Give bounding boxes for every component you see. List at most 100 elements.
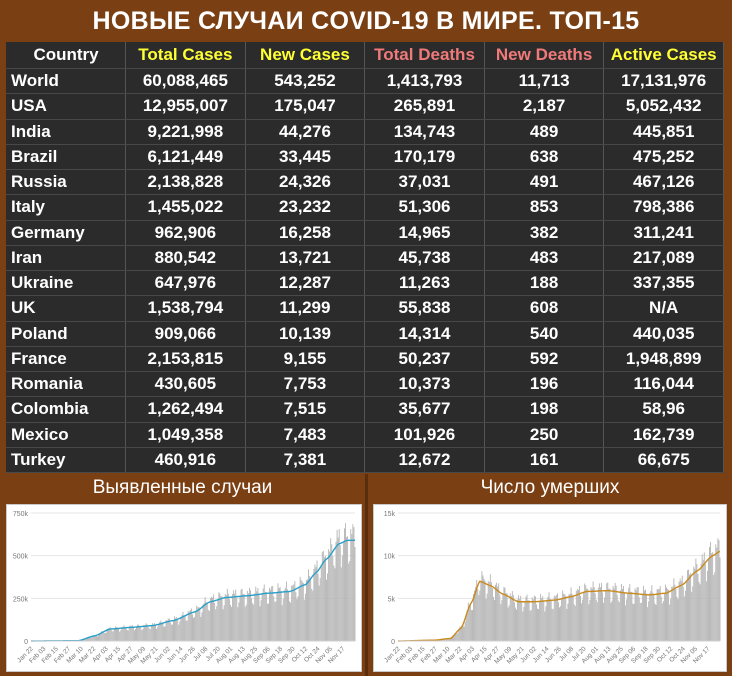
deaths-bar [713,575,715,641]
deaths-bar [650,591,652,641]
cases-bar [265,591,267,641]
deaths-bar [645,589,646,641]
cases-bar [236,597,238,641]
deaths-bar [505,593,507,641]
deaths-bar [647,607,649,641]
table-row: Ukraine 647,976 12,287 11,263 188 337,355 [6,270,724,297]
table-row: UK 1,538,794 11,299 55,838 608 N/A [6,295,724,322]
cell-new-deaths: 196 [484,371,605,398]
cases-bar [295,592,297,641]
cases-bar [192,614,193,641]
cases-bar [272,585,274,641]
deaths-bar [625,605,627,641]
header-new-deaths: New Deaths [484,42,605,69]
table-row: Brazil 6,121,449 33,445 170,179 638 475,252 [6,144,724,171]
deaths-bar [466,609,468,641]
cases-bar [220,596,222,641]
deaths-bar [569,593,571,641]
cell-new-deaths: 250 [484,422,605,448]
deaths-bar [633,603,635,641]
cases-bar [145,623,147,641]
cases-bar [126,629,128,641]
deaths-bar [521,602,523,641]
deaths-bar [681,575,683,641]
cell-total-cases: 9,221,998 [125,119,246,145]
cell-total-cases: 1,049,358 [125,422,246,448]
deaths-bar [620,583,622,641]
deaths-bar [472,609,473,641]
deaths-bar [717,538,719,641]
cell-new-deaths: 2,187 [484,93,605,120]
cell-new-cases: 7,381 [245,447,366,474]
deaths-bar [638,597,640,641]
cases-bar [251,598,253,641]
cases-bar [233,590,235,641]
cases-bar [90,637,92,641]
cases-bar [250,590,251,641]
deaths-bar [710,542,712,641]
cases-bar [338,529,340,641]
cases-bar [273,596,275,641]
cell-new-cases: 7,753 [245,371,366,398]
cases-bar [246,590,248,641]
cases-bar [258,594,260,641]
deaths-bar [604,597,606,641]
deaths-bar [609,588,611,641]
cases-bar [107,628,109,641]
deaths-bar [616,594,618,641]
cases-bar [196,605,198,641]
cases-bar [117,627,118,641]
deaths-bar [589,599,591,641]
cases-bar [119,631,121,641]
cases-bar [316,560,318,641]
cell-total-cases: 430,605 [125,371,246,398]
deaths-bar [701,554,703,641]
deaths-bar [622,589,623,641]
deaths-bar [482,575,484,641]
deaths-bar [510,595,512,641]
cases-bar [135,629,136,641]
deaths-bar [497,586,499,641]
cases-bar [289,601,291,641]
cases-bar [292,585,294,641]
cases-bar [185,620,187,641]
cell-total-cases: 1,455,022 [125,194,246,221]
header-country: Country [6,42,127,69]
deaths-bar [468,604,470,641]
cases-moving-average-line [31,539,355,642]
cell-active-cases: 66,675 [603,447,724,474]
table-row: Colombia 1,262,494 7,515 35,677 198 58,96 [6,396,724,423]
deaths-bar [568,594,570,641]
cases-bar [211,596,212,641]
cases-bar [160,620,162,641]
deaths-bar [461,625,463,641]
cases-bar [323,557,325,641]
deaths-bar [694,568,696,641]
cases-bar [228,599,230,641]
cases-bar [82,639,84,641]
deaths-bar [470,610,472,641]
deaths-bar [515,607,516,641]
deaths-bar [593,586,595,641]
cases-bar [157,626,159,641]
deaths-bar [572,596,574,641]
cases-y-tick-label: 500k [13,554,29,561]
cases-bar [201,612,203,641]
cases-bar [219,593,221,641]
cases-bar [197,607,199,641]
cases-bar [141,630,143,641]
cell-new-cases: 10,139 [245,321,366,347]
table-header-row: Country Total Cases New Cases Total Deat… [6,42,724,69]
cell-total-deaths: 45,738 [364,245,485,272]
deaths-bar [545,606,547,641]
cases-bar [103,631,105,641]
deaths-bar [662,600,664,641]
cell-total-cases: 12,955,007 [125,93,246,120]
cases-bar [241,588,243,641]
deaths-bar [676,596,678,641]
cases-bar [249,587,250,641]
cases-bar [102,631,104,641]
deaths-bar [583,592,585,641]
cell-total-deaths: 101,926 [364,422,485,448]
cases-bar [254,593,256,641]
